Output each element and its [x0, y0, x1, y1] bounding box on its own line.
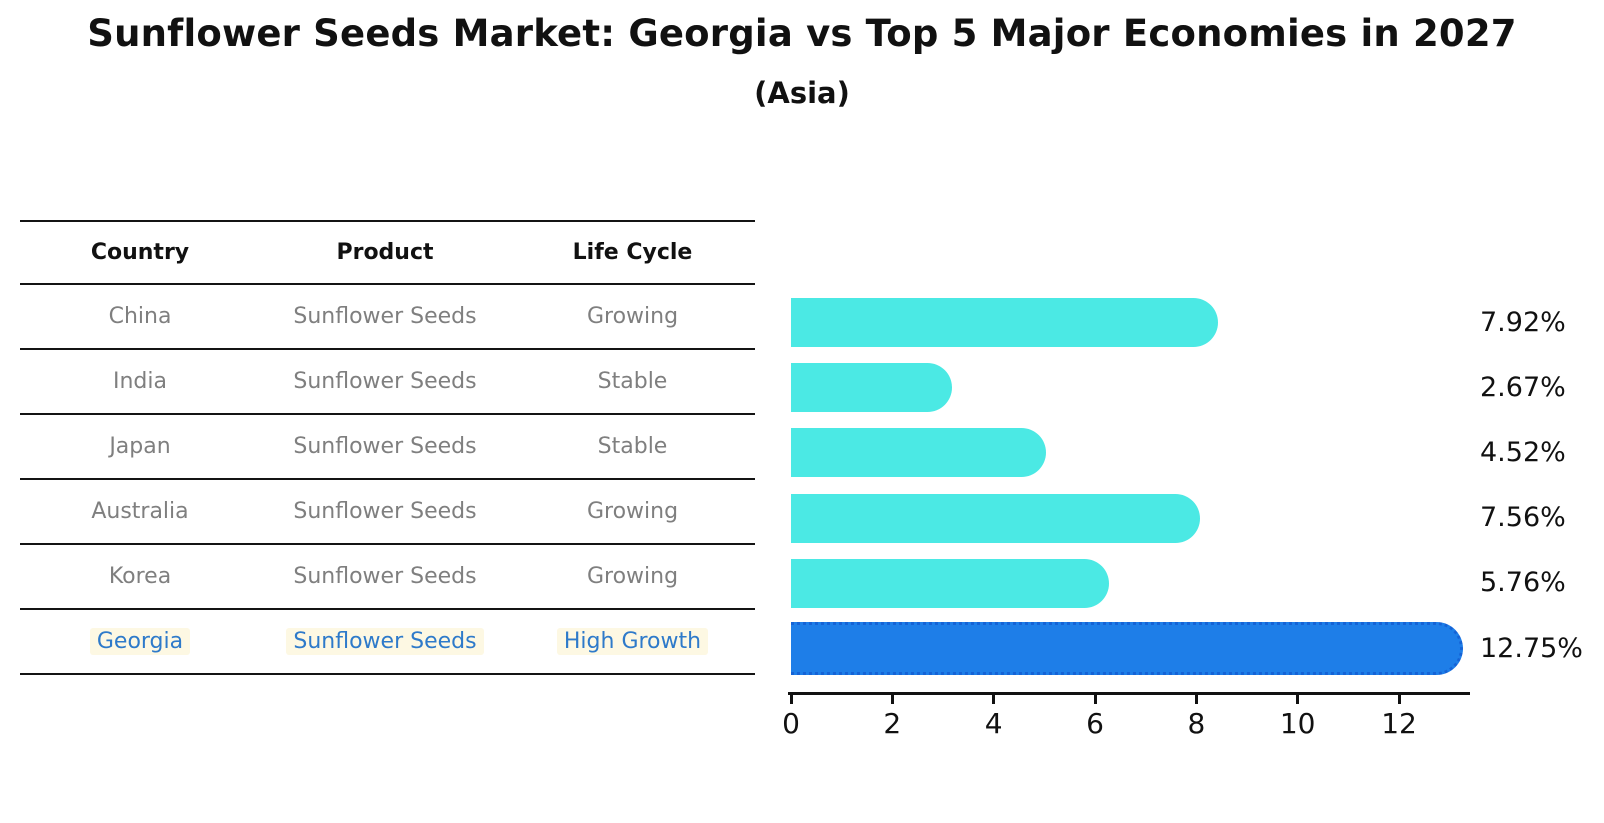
product-cell: Sunflower Seeds [293, 434, 477, 459]
chart-subtitle: (Asia) [754, 76, 850, 110]
product-cell: Sunflower Seeds [293, 369, 477, 394]
x-tick [1397, 695, 1401, 704]
x-tick [789, 695, 793, 704]
country-cell: Korea [108, 564, 172, 589]
x-tick-label: 2 [883, 707, 902, 740]
lifecycle-cell: Growing [586, 564, 679, 589]
bar [791, 493, 1200, 543]
table-header-row: Country Product Life Cycle [20, 220, 755, 285]
x-tick [890, 695, 894, 704]
table-row: Australia Sunflower Seeds Growing [20, 480, 755, 545]
bar [791, 363, 952, 413]
product-cell: Sunflower Seeds [293, 304, 477, 329]
x-tick-label: 4 [984, 707, 1003, 740]
bar [791, 298, 1218, 347]
x-tick [1093, 695, 1097, 704]
value-label: 12.75% [1480, 632, 1583, 664]
table-row: China Sunflower Seeds Growing [20, 285, 755, 350]
lifecycle-cell: Stable [597, 434, 668, 459]
x-tick [992, 695, 996, 704]
header-product: Product [336, 240, 434, 265]
lifecycle-cell: Growing [586, 499, 679, 524]
lifecycle-cell: High Growth [510, 610, 755, 673]
x-tick [1296, 695, 1300, 704]
value-label: 5.76% [1480, 567, 1566, 599]
table-row: Korea Sunflower Seeds Growing [20, 545, 755, 610]
table-body: China Sunflower Seeds Growing India Sunf… [20, 285, 755, 675]
bar [791, 558, 1109, 608]
x-tick-label: 10 [1279, 707, 1316, 740]
value-label: 7.56% [1480, 502, 1566, 534]
country-cell: China [108, 304, 172, 329]
product-cell: Sunflower Seeds [293, 499, 477, 524]
value-label: 2.67% [1480, 371, 1566, 403]
lifecycle-cell: Stable [597, 369, 668, 394]
table-row: Georgia Sunflower Seeds High Growth [20, 610, 755, 675]
x-tick-label: 6 [1086, 707, 1104, 740]
x-tick-label: 0 [782, 707, 800, 740]
chart-title: Sunflower Seeds Market: Georgia vs Top 5… [87, 12, 1517, 55]
country-cell: Japan [109, 434, 171, 459]
bar [791, 428, 1046, 478]
product-cell: Sunflower Seeds [293, 564, 477, 589]
table-row: Japan Sunflower Seeds Stable [20, 415, 755, 480]
country-cell: Australia [91, 499, 189, 524]
x-tick-label: 12 [1381, 707, 1417, 740]
x-axis-line [788, 692, 1470, 695]
country-cell: Georgia [20, 610, 260, 673]
country-table: Country Product Life Cycle China Sunflow… [20, 220, 755, 675]
country-cell: India [113, 369, 167, 394]
value-label: 4.52% [1480, 436, 1566, 468]
bar-highlight [791, 622, 1463, 675]
header-lifecycle: Life Cycle [572, 240, 693, 265]
table-row: India Sunflower Seeds Stable [20, 350, 755, 415]
header-country: Country [90, 240, 190, 265]
value-label: 7.92% [1480, 306, 1566, 338]
lifecycle-cell: Growing [586, 304, 679, 329]
x-tick-label: 8 [1187, 707, 1206, 740]
x-tick [1194, 695, 1198, 704]
product-cell: Sunflower Seeds [260, 610, 510, 673]
